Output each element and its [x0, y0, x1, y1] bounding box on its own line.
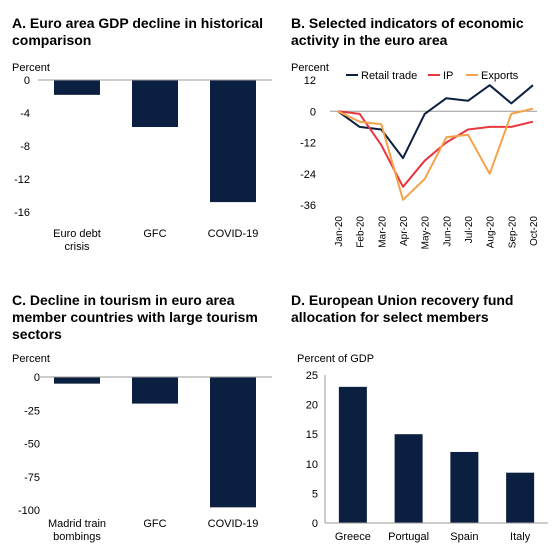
panel-d-bar-0	[338, 386, 367, 523]
panel-b-series-exports	[337, 107, 534, 201]
panel-c-bar-1	[132, 377, 178, 404]
panel-d-category-3: Italy	[510, 531, 531, 543]
panel-c-ytick-3: -75	[24, 472, 40, 484]
panel-c-title: C. Decline in tourism in euro area member…	[12, 292, 258, 342]
panel-b-xtick-7: Aug-20	[486, 216, 497, 249]
panel-a-ytick-0: 0	[24, 75, 30, 87]
panel-a-category-0: Euro debt crisis	[53, 228, 101, 253]
panel-d-bar-3	[506, 472, 535, 523]
panel-b-series-ip	[337, 110, 534, 188]
panel-c-ytick-0: 0	[34, 372, 40, 384]
panel-b-xtick-8: Sep-20	[507, 216, 518, 249]
panel-a-ylabel: Percent	[12, 62, 50, 74]
panel-a-ytick-4: -16	[14, 207, 30, 219]
panel-b-ytick-2: -12	[300, 138, 316, 150]
panel-b-xtick-9: Oct-20	[529, 216, 540, 246]
panel-b-xtick-3: Apr-20	[399, 216, 410, 246]
panel-b-legend-label-0: Retail trade	[361, 70, 417, 82]
panel-a-bar-0	[54, 80, 100, 95]
panel-a-ytick-1: -4	[20, 108, 30, 120]
panel-c-ytick-2: -50	[24, 439, 40, 451]
panel-d-ytick-5: 0	[312, 518, 318, 530]
panel-c-bar-0	[54, 377, 100, 384]
panel-d-ylabel: Percent of GDP	[297, 353, 375, 365]
panel-b-xtick-0: Jan-20	[334, 216, 345, 247]
panel-d-category-1: Portugal	[388, 531, 429, 543]
panel-b-ytick-3: -24	[300, 169, 316, 181]
panel-c-ytick-4: -100	[18, 505, 40, 517]
panel-b-ytick-0: 12	[304, 75, 316, 87]
panel-d-ytick-4: 5	[312, 488, 318, 500]
panel-c-category-1: GFC	[143, 518, 166, 530]
panel-b-title: B. Selected indicators of economic activi…	[291, 15, 524, 48]
panel-d-ytick-0: 25	[306, 370, 318, 382]
panel-d-ytick-2: 15	[306, 429, 318, 441]
panel-d-title: D. European Union recovery fund allocatio…	[291, 292, 514, 325]
panel-d-bar-2	[450, 451, 479, 523]
panel-d-category-2: Spain	[450, 531, 478, 543]
panel-b-ytick-4: -36	[300, 200, 316, 212]
panel-b-xtick-6: Jul-20	[464, 216, 475, 244]
panel-b-xtick-4: May-20	[421, 216, 432, 250]
panel-d-bar-1	[394, 434, 423, 523]
panel-c-ytick-1: -25	[24, 405, 40, 417]
panel-c-ylabel: Percent	[12, 353, 50, 365]
panel-c-category-2: COVID-19	[208, 518, 259, 530]
panel-d-category-0: Greece	[335, 531, 371, 543]
panel-a-title: A. Euro area GDP decline in historical co…	[12, 15, 264, 48]
panel-a-bar-2	[210, 80, 256, 203]
panel-b-xtick-2: Mar-20	[377, 216, 388, 248]
panel-b-legend-label-2: Exports	[481, 70, 519, 82]
panel-b-ytick-1: 0	[310, 106, 316, 118]
panel-a-category-1: GFC	[143, 228, 166, 240]
panel-d-ytick-1: 20	[306, 400, 318, 412]
panel-b-xtick-5: Jun-20	[442, 216, 453, 247]
panel-d-ytick-3: 10	[306, 459, 318, 471]
panel-c-category-0: Madrid train bombings	[48, 518, 106, 543]
panel-a-category-2: COVID-19	[208, 228, 259, 240]
panel-a-ytick-3: -12	[14, 174, 30, 186]
panel-b-xtick-1: Feb-20	[356, 216, 367, 248]
panel-c-bar-2	[210, 377, 256, 508]
panel-b-legend-label-1: IP	[443, 70, 453, 82]
panel-a-ytick-2: -8	[20, 141, 30, 153]
panel-b-ylabel: Percent	[291, 62, 329, 74]
panel-a-bar-1	[132, 80, 178, 128]
